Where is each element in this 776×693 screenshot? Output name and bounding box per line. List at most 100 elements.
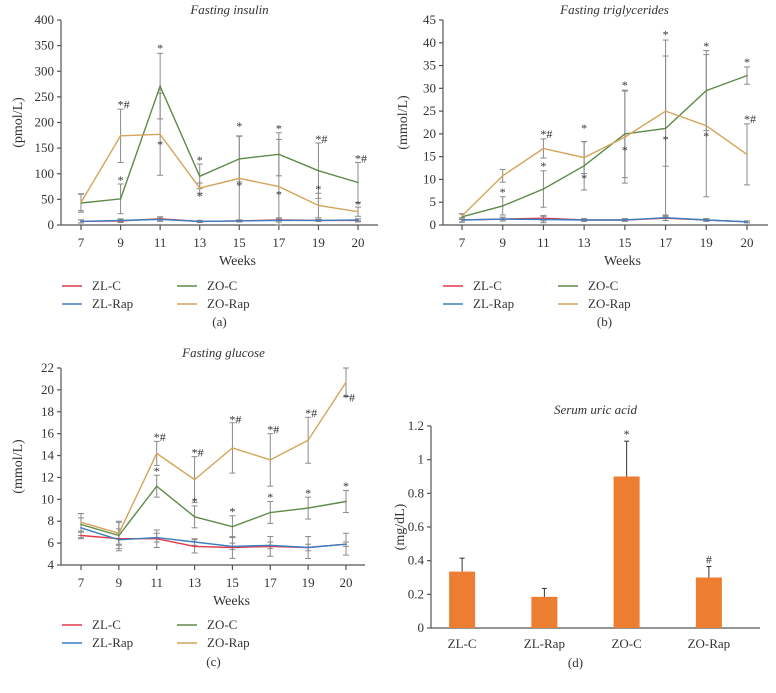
significance-marker: * [276,187,282,201]
x-tick-label: ZL-C [448,636,477,651]
series-line-zo-rap [461,110,748,217]
significance-marker: *# [118,98,130,112]
significance-marker: * [197,153,203,167]
y-tick-label: 18 [41,404,54,419]
data-point [269,511,272,514]
y-tick-label: 300 [35,63,55,78]
x-tick-label: ZL-Rap [524,636,565,651]
data-point [118,534,120,537]
y-tick-label: 400 [35,12,55,27]
significance-marker: * [267,490,273,504]
chart-c: Fasting glucose 4 6 8 10 12 14 16 18 20 22 (mmol/L)… [11,345,365,669]
significance-marker: * [192,495,198,509]
data-point [159,218,161,221]
y-tick-label: 4 [48,557,55,572]
panel-label: (c) [206,654,220,669]
significance-marker: *# [540,127,552,141]
legend-label: ZL-Rap [92,296,133,311]
y-axis-label: (mmol/L) [11,439,26,494]
data-point [746,153,748,156]
data-point [159,85,161,87]
significance-marker: * [229,504,235,518]
data-point [278,153,280,156]
data-point [193,541,196,543]
significance-marker: * [581,171,587,185]
legend-label: ZL-Rap [473,296,514,311]
x-tick-label: 15 [233,235,246,250]
x-tick-label: 17 [659,235,673,250]
series-line-zo-rap [80,381,347,535]
significance-marker: * [305,486,311,500]
y-tick-label: 35 [423,58,436,73]
y-tick-label: 1.2 [408,418,424,433]
significance-marker: * [540,159,546,173]
series-line-zl-rap [80,527,347,549]
data-point [80,523,82,526]
data-point [193,516,196,518]
x-tick-label: 13 [578,235,591,250]
y-tick-label: 45 [423,12,436,27]
significance-marker: * [355,198,361,212]
x-tick-label: 19 [312,235,325,250]
x-axis-label: Weeks [213,594,250,609]
significance-marker: *# [192,445,204,459]
chart-d: Serum uric acid 0 0.2 0.4 0.6 0.8 1 1.2 (mg/dL) (… [393,402,760,670]
y-tick-label: 15 [423,149,436,164]
significance-marker: *# [154,430,166,444]
bar-zo-c [613,476,640,628]
significance-marker: * [663,28,669,42]
y-tick-label: 150 [35,140,55,155]
data-point [269,459,272,461]
y-tick-label: 0 [418,620,425,635]
significance-marker: * [663,132,669,146]
y-axis-label: (mg/dL) [393,503,408,550]
legend-label: ZO-Rap [207,296,250,311]
significance-marker: * [500,185,506,199]
y-axis-label: (pmol/L) [11,97,26,148]
data-point [461,215,463,217]
series-line-zo-rap [80,133,359,213]
data-point [80,201,82,204]
y-tick-label: 20 [41,382,54,397]
significance-marker: *# [305,406,317,420]
data-point [345,500,347,503]
significance-marker: * [118,173,124,187]
y-tick-label: 200 [35,115,55,130]
significance-marker: *# [355,151,367,165]
data-point [278,219,280,222]
data-point [155,452,158,455]
legend-label: ZO-C [207,617,237,632]
data-point [501,175,504,177]
significance-marker: * [315,182,321,196]
y-tick-label: 0 [430,217,437,232]
significance-marker: * [343,479,349,493]
data-point [278,185,280,188]
data-point [705,219,708,221]
series-line-zl-rap [80,218,359,223]
significance-marker: * [624,427,630,441]
significance-marker: *# [267,422,279,436]
data-point [80,220,82,223]
y-tick-label: 30 [423,80,436,95]
data-point [501,218,504,220]
significance-marker: * [157,138,163,152]
y-axis-label: (mmol/L) [396,95,411,150]
y-tick-label: 0 [48,217,55,232]
data-point [80,526,82,529]
x-tick-label: 9 [499,235,506,250]
legend-label: ZL-C [92,617,121,632]
significance-marker: * [236,119,242,133]
data-point [664,110,667,112]
data-point [317,169,320,172]
x-tick-label: 15 [226,575,239,590]
data-point [542,218,545,221]
y-tick-label: 0.6 [408,519,425,534]
data-point [118,539,120,541]
data-point [542,217,545,219]
data-point [118,532,120,535]
significance-marker: * [622,78,628,92]
x-tick-label: 11 [537,235,550,250]
data-point [80,534,82,537]
data-point [269,544,272,547]
